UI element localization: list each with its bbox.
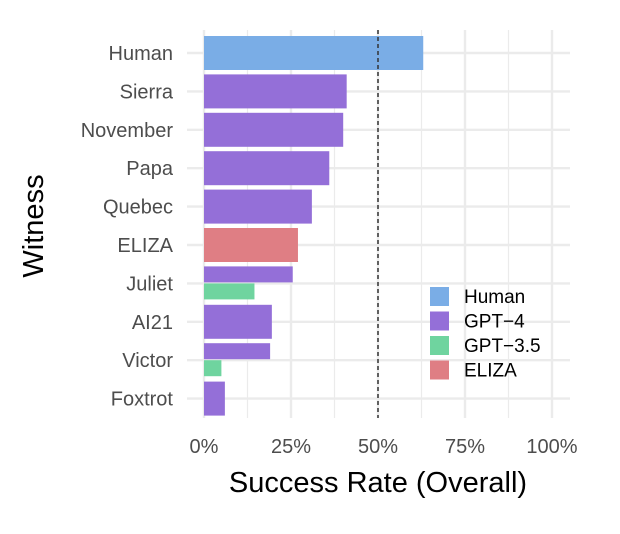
y-tick-label: Quebec [103,197,173,219]
bar-papa-gpt4 [204,151,330,186]
y-tick-label: Human [109,43,173,65]
legend-swatch [430,311,449,331]
bar-foxtrot-gpt4 [204,381,225,416]
legend-label: Human [464,287,525,308]
x-axis-title: Success Rate (Overall) [229,467,527,499]
legend-label: GPT−3.5 [464,336,541,357]
legend-swatch [430,287,449,306]
x-tick-label: 50% [358,436,398,458]
bar-quebec-gpt4 [204,189,312,224]
legend-swatch [430,336,449,355]
y-tick-label: Victor [122,350,173,372]
bar-sierra-gpt4 [204,74,347,109]
y-tick-label: Foxtrot [111,389,174,411]
bar-victor-gpt35 [204,360,222,377]
bar-victor-gpt4 [204,343,271,360]
y-tick-label: AI21 [132,312,173,334]
x-tick-label: 75% [445,436,485,458]
legend-label: ELIZA [464,361,517,382]
legend: Human GPT−4 GPT−3.5 ELIZA [430,287,541,382]
x-tick-label: 25% [271,436,311,458]
bar-human-human [204,36,424,70]
y-tick-label: Papa [126,158,174,180]
bar-eliza-eliza [204,228,298,262]
legend-swatch [430,360,449,380]
bar-november-gpt4 [204,112,344,147]
bars [204,36,424,416]
bar-ai21-gpt4 [204,304,272,339]
y-tick-label: Sierra [120,81,174,103]
y-axis-title: Witness [18,174,50,277]
x-tick-label: 0% [190,436,219,458]
bar-juliet-gpt35 [204,283,255,300]
x-tick-label: 100% [526,436,577,458]
bar-juliet-gpt4 [204,266,293,283]
y-tick-label: Juliet [126,273,173,295]
y-tick-labels: Human Sierra November Papa Quebec ELIZA Juliet… [81,43,174,411]
y-tick-label: ELIZA [117,235,173,257]
x-tick-labels: 0% 25% 50% 75% 100% [190,436,578,458]
legend-label: GPT−4 [464,312,525,333]
y-tick-label: November [81,120,174,142]
